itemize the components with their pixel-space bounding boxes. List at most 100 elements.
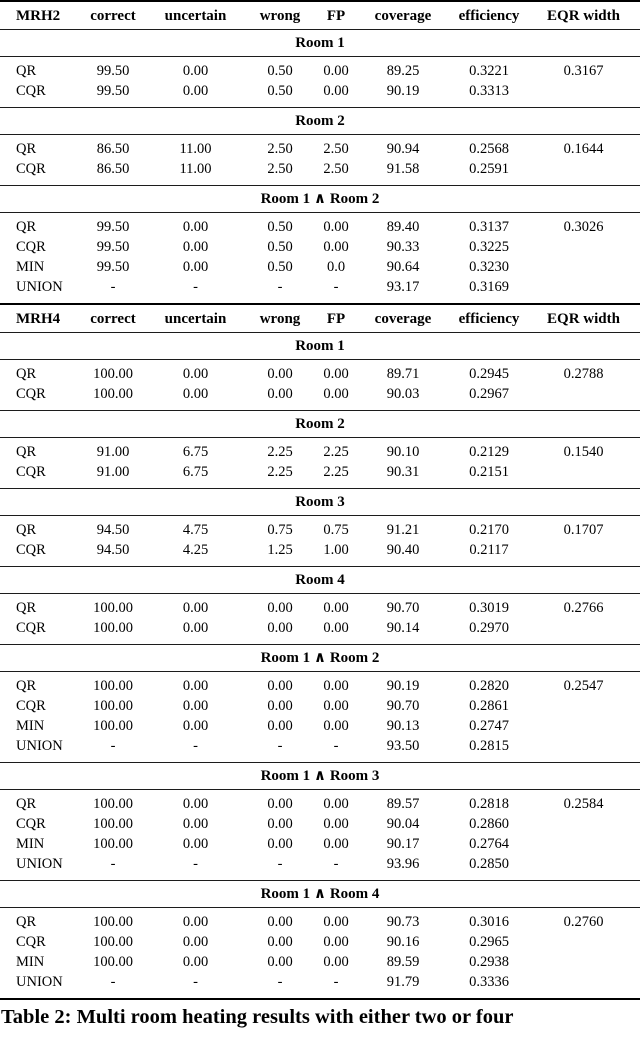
table-row: CQR 100.00 0.00 0.00 0.00 90.16 0.2965 xyxy=(0,932,640,952)
value-cell: 0.3336 xyxy=(469,974,509,990)
value-cell: 0.00 xyxy=(148,384,243,411)
value-cell: 89.71 xyxy=(386,366,420,382)
value-cell: 0.2151 xyxy=(451,462,527,489)
table-row: CQR 99.50 0.00 0.50 0.00 90.19 0.3313 xyxy=(0,81,640,108)
value-cell: 0.00 xyxy=(267,718,293,734)
section-title: Room 2 xyxy=(0,107,640,135)
table-row: QR 94.50 4.75 0.75 0.75 91.21 0.2170 0.1707 xyxy=(0,516,640,541)
column-header: correct xyxy=(78,1,148,30)
table-caption: Table 2: Multi room heating results with… xyxy=(1,1006,514,1028)
value-cell xyxy=(527,696,640,716)
section-title: Room 1 ∧ Room 3 xyxy=(0,762,640,790)
value-cell: 0.2568 xyxy=(469,141,509,157)
value-cell: 0.00 xyxy=(148,618,243,645)
value-cell xyxy=(527,618,640,645)
value-cell: 0.50 xyxy=(267,259,293,275)
value-cell: - xyxy=(277,279,283,295)
value-cell: 90.14 xyxy=(355,618,451,645)
value-cell: 100.00 xyxy=(78,618,148,645)
column-header: wrong xyxy=(243,1,317,30)
section-header-row: Room 3 xyxy=(0,488,640,516)
value-cell: 0.00 xyxy=(267,678,293,694)
value-cell: 99.50 xyxy=(78,81,148,108)
value-cell: 2.25 xyxy=(317,462,355,489)
value-cell: 100.00 xyxy=(93,366,133,382)
value-cell: 0.00 xyxy=(182,796,209,812)
method-label: CQR xyxy=(16,698,46,714)
value-cell: 0.00 xyxy=(148,81,243,108)
value-cell: 0.00 xyxy=(182,219,209,235)
method-label: CQR xyxy=(0,540,78,567)
section-title: Room 1 xyxy=(0,29,640,57)
table-row: CQR 100.00 0.00 0.00 0.00 90.04 0.2860 xyxy=(0,814,640,834)
value-cell: - xyxy=(193,974,198,990)
block-label: MRH4 xyxy=(0,305,78,333)
value-cell xyxy=(527,854,640,881)
value-cell: 0.00 xyxy=(323,366,349,382)
table-header-mrh4: MRH4 correct uncertain wrong FP coverage effic… xyxy=(0,305,640,333)
value-cell: 0.3169 xyxy=(469,279,509,295)
section-header-row: Room 1 ∧ Room 3 xyxy=(0,762,640,790)
value-cell: 0.2747 xyxy=(469,718,509,734)
value-cell: 100.00 xyxy=(93,816,133,832)
value-cell: 90.16 xyxy=(386,934,420,950)
value-cell: - xyxy=(317,736,355,763)
value-cell: 99.50 xyxy=(96,63,130,79)
value-cell: 0.00 xyxy=(323,954,349,970)
value-cell: - xyxy=(110,279,116,295)
value-cell: 0.2850 xyxy=(451,854,527,881)
value-cell: 0.00 xyxy=(323,816,349,832)
value-cell: 0.2820 xyxy=(469,678,509,694)
value-cell: - xyxy=(78,736,148,763)
method-label: QR xyxy=(16,522,37,538)
method-label: UNION xyxy=(16,279,63,295)
table-row: CQR 100.00 0.00 0.00 0.00 90.14 0.2970 xyxy=(0,618,640,645)
value-cell: 0.2788 xyxy=(563,366,604,382)
value-cell: - xyxy=(193,279,198,295)
table-body-mrh2: Room 1 QR 99.50 0.00 0.50 0.00 89.25 0.3221 0.31… xyxy=(0,29,640,305)
column-header: uncertain xyxy=(148,1,243,30)
section-title: Room 4 xyxy=(0,566,640,594)
value-cell: 2.50 xyxy=(317,159,355,186)
value-cell: 0.00 xyxy=(323,836,349,852)
value-cell: 0.75 xyxy=(267,522,293,538)
value-cell: 0.00 xyxy=(182,366,209,382)
value-cell: 100.00 xyxy=(93,954,133,970)
value-cell: 0.00 xyxy=(323,239,349,255)
value-cell: 0.3313 xyxy=(451,81,527,108)
value-cell xyxy=(527,972,640,999)
value-cell xyxy=(527,540,640,567)
method-label: QR xyxy=(16,796,37,812)
value-cell: 91.79 xyxy=(386,974,420,990)
column-header: coverage xyxy=(355,1,451,30)
table-row: CQR 86.50 11.00 2.50 2.50 91.58 0.2591 xyxy=(0,159,640,186)
value-cell: 0.00 xyxy=(323,600,349,616)
method-label: MIN xyxy=(16,954,45,970)
section-title: Room 1 ∧ Room 2 xyxy=(0,185,640,213)
value-cell: 0.2938 xyxy=(469,954,509,970)
value-cell: 0.00 xyxy=(267,366,293,382)
table-row: QR 99.50 0.00 0.50 0.00 89.25 0.3221 0.3167 xyxy=(0,57,640,82)
value-cell: 91.21 xyxy=(386,522,420,538)
method-label: CQR xyxy=(16,239,46,255)
value-cell xyxy=(527,932,640,952)
column-header: EQR width xyxy=(527,1,640,30)
column-header: correct xyxy=(78,305,148,333)
value-cell: 90.04 xyxy=(386,816,420,832)
value-cell: 0.00 xyxy=(323,914,349,930)
value-cell: 0.00 xyxy=(267,836,293,852)
table-row: CQR 100.00 0.00 0.00 0.00 90.70 0.2861 xyxy=(0,696,640,716)
value-cell: 0.3137 xyxy=(469,219,509,235)
value-cell: - xyxy=(333,974,339,990)
value-cell: 0.2967 xyxy=(451,384,527,411)
value-cell: 89.59 xyxy=(386,954,420,970)
value-cell: 86.50 xyxy=(78,159,148,186)
value-cell: 0.00 xyxy=(182,914,209,930)
table-row: QR 100.00 0.00 0.00 0.00 89.71 0.2945 0.2788 xyxy=(0,360,640,385)
table-header-mrh2: MRH2 correct uncertain wrong FP coverage effic… xyxy=(0,1,640,30)
value-cell: 90.73 xyxy=(386,914,420,930)
method-label: CQR xyxy=(0,159,78,186)
value-cell xyxy=(527,462,640,489)
value-cell: 2.25 xyxy=(267,444,293,460)
table-row: QR 99.50 0.00 0.50 0.00 89.40 0.3137 0.3026 xyxy=(0,213,640,238)
